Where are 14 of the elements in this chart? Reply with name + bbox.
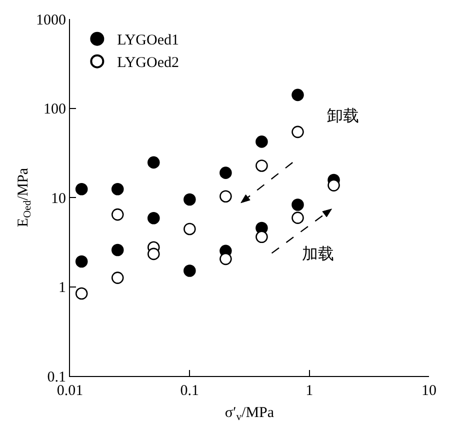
y-tick-label: 1000	[36, 12, 66, 28]
y-tick-label: 1	[58, 280, 66, 296]
annotation: 加载	[302, 244, 334, 263]
annotation: 卸载	[327, 106, 359, 125]
y-tick-label: 10	[51, 190, 66, 207]
legend-label: LYGOed1	[117, 32, 180, 49]
x-tick-label: 0.01	[56, 383, 84, 399]
y-tick-label: 0.1	[47, 369, 66, 386]
x-tick-label: 10	[422, 383, 436, 399]
legend-label: LYGOed2	[117, 55, 180, 72]
x-tick-label: 1	[306, 383, 314, 399]
x-axis-title: σ′$_{v}$/MPa	[224, 405, 274, 424]
y-tick-label: 100	[44, 102, 66, 118]
x-tick-label: 0.1	[180, 383, 200, 399]
